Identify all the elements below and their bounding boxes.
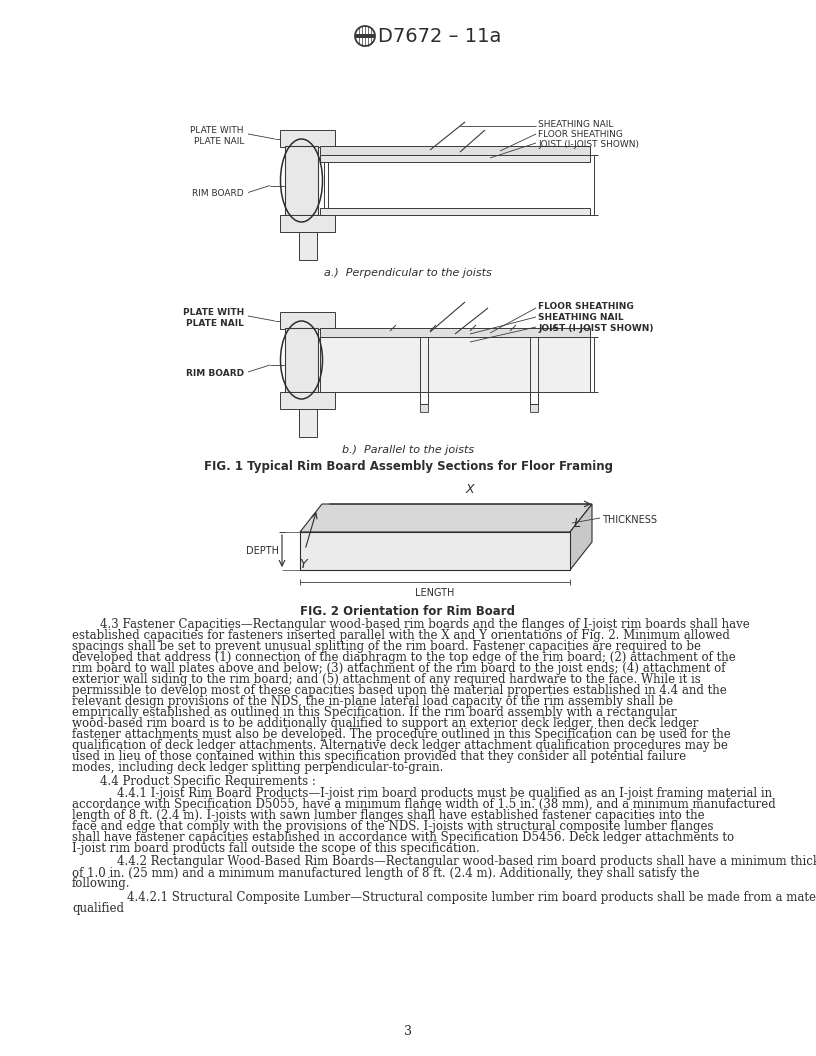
Text: used in lieu of those contained within this specification provided that they con: used in lieu of those contained within t… (72, 750, 686, 763)
Polygon shape (570, 504, 592, 570)
Text: FLOOR SHEATHING: FLOOR SHEATHING (538, 130, 623, 139)
Text: FIG. 2 Orientation for Rim Board: FIG. 2 Orientation for Rim Board (300, 605, 516, 618)
Bar (280, 215, 335, 232)
Text: 4.4.2 Rectangular Wood-Based Rim Boards—Rectangular wood-based rim board product: 4.4.2 Rectangular Wood-Based Rim Boards—… (117, 855, 816, 868)
Bar (299, 409, 317, 437)
Text: fastener attachments must also be developed. The procedure outlined in this Spec: fastener attachments must also be develo… (72, 728, 731, 741)
Text: I-joist rim board products fall outside the scope of this specification.: I-joist rim board products fall outside … (72, 842, 480, 855)
Text: permissible to develop most of these capacities based upon the material properti: permissible to develop most of these cap… (72, 684, 727, 697)
Text: PLATE WITH: PLATE WITH (190, 126, 244, 135)
Text: 4.4.1 I-joist Rim Board Products—I-joist rim board products must be qualified as: 4.4.1 I-joist Rim Board Products—I-joist… (117, 787, 772, 800)
Text: shall have fastener capacities established in accordance with Specification D545: shall have fastener capacities establish… (72, 831, 734, 844)
Text: 4.3 Fastener Capacities—Rectangular wood-based rim boards and the flanges of I-j: 4.3 Fastener Capacities—Rectangular wood… (100, 618, 750, 631)
Text: spacings shall be set to prevent unusual splitting of the rim board. Fastener ca: spacings shall be set to prevent unusual… (72, 640, 701, 653)
Bar (280, 130, 335, 147)
Text: relevant design provisions of the NDS, the in-plane lateral load capacity of the: relevant design provisions of the NDS, t… (72, 695, 673, 708)
Text: a.)  Perpendicular to the joists: a.) Perpendicular to the joists (324, 268, 492, 278)
Text: exterior wall siding to the rim board; and (5) attachment of any required hardwa: exterior wall siding to the rim board; a… (72, 673, 701, 686)
Text: FIG. 1 Typical Rim Board Assembly Sections for Floor Framing: FIG. 1 Typical Rim Board Assembly Sectio… (203, 460, 613, 473)
Bar (299, 232, 317, 260)
Bar (320, 337, 590, 392)
Bar (420, 404, 428, 412)
Text: accordance with Specification D5055, have a minimum flange width of 1.5 in. (38 : accordance with Specification D5055, hav… (72, 798, 776, 811)
Text: 4.4 Product Specific Requirements :: 4.4 Product Specific Requirements : (100, 774, 316, 788)
Text: rim board to wall plates above and below; (3) attachment of the rim board to the: rim board to wall plates above and below… (72, 662, 725, 675)
Bar (320, 155, 590, 162)
Text: developed that address (1) connection of the diaphragm to the top edge of the ri: developed that address (1) connection of… (72, 650, 736, 664)
Text: b.)  Parallel to the joists: b.) Parallel to the joists (342, 445, 474, 455)
Text: JOIST (I-JOIST SHOWN): JOIST (I-JOIST SHOWN) (538, 324, 654, 333)
Text: SHEATHING NAIL: SHEATHING NAIL (538, 313, 623, 322)
Bar (285, 146, 318, 215)
Bar (320, 208, 590, 215)
Text: JOIST (I-JOIST SHOWN): JOIST (I-JOIST SHOWN) (538, 140, 639, 149)
Text: empirically established as outlined in this Specification. If the rim board asse: empirically established as outlined in t… (72, 706, 676, 719)
Text: qualified: qualified (72, 902, 124, 914)
Text: PLATE NAIL: PLATE NAIL (193, 137, 244, 146)
Bar (320, 328, 590, 337)
Text: RIM BOARD: RIM BOARD (186, 369, 244, 378)
Bar (320, 146, 590, 155)
Text: D7672 – 11a: D7672 – 11a (378, 26, 501, 45)
Text: qualification of deck ledger attachments. Alternative deck ledger attachment qua: qualification of deck ledger attachments… (72, 739, 728, 752)
Text: established capacities for fasteners inserted parallel with the X and Y orientat: established capacities for fasteners ins… (72, 629, 730, 642)
Text: LENGTH: LENGTH (415, 588, 455, 598)
Bar (355, 34, 375, 38)
Polygon shape (300, 504, 592, 532)
Text: RIM BOARD: RIM BOARD (193, 189, 244, 199)
Text: modes, including deck ledger splitting perpendicular-to-grain.: modes, including deck ledger splitting p… (72, 761, 443, 774)
Text: SHEATHING NAIL: SHEATHING NAIL (538, 120, 614, 129)
Text: of 1.0 in. (25 mm) and a minimum manufactured length of 8 ft. (2.4 m). Additiona: of 1.0 in. (25 mm) and a minimum manufac… (72, 867, 699, 880)
Text: 3: 3 (404, 1025, 412, 1038)
Text: PLATE NAIL: PLATE NAIL (186, 319, 244, 328)
Text: following.: following. (72, 878, 131, 890)
Text: PLATE WITH: PLATE WITH (183, 308, 244, 317)
Text: X: X (465, 483, 474, 496)
Bar (280, 312, 335, 329)
Text: L: L (574, 517, 581, 530)
Bar (285, 328, 318, 392)
Bar (280, 392, 335, 409)
Text: 4.4.2.1 Structural Composite Lumber—Structural composite lumber rim board produc: 4.4.2.1 Structural Composite Lumber—Stru… (127, 891, 816, 904)
Text: face and edge that comply with the provisions of the NDS. I-joists with structur: face and edge that comply with the provi… (72, 821, 713, 833)
Text: length of 8 ft. (2.4 m). I-joists with sawn lumber flanges shall have establishe: length of 8 ft. (2.4 m). I-joists with s… (72, 809, 705, 822)
Text: Y: Y (299, 558, 307, 571)
Text: FLOOR SHEATHING: FLOOR SHEATHING (538, 302, 634, 312)
Text: THICKNESS: THICKNESS (602, 515, 657, 525)
Text: wood-based rim board is to be additionally qualified to support an exterior deck: wood-based rim board is to be additional… (72, 717, 698, 730)
Bar (530, 404, 538, 412)
Polygon shape (300, 532, 570, 570)
Text: DEPTH: DEPTH (246, 546, 279, 557)
